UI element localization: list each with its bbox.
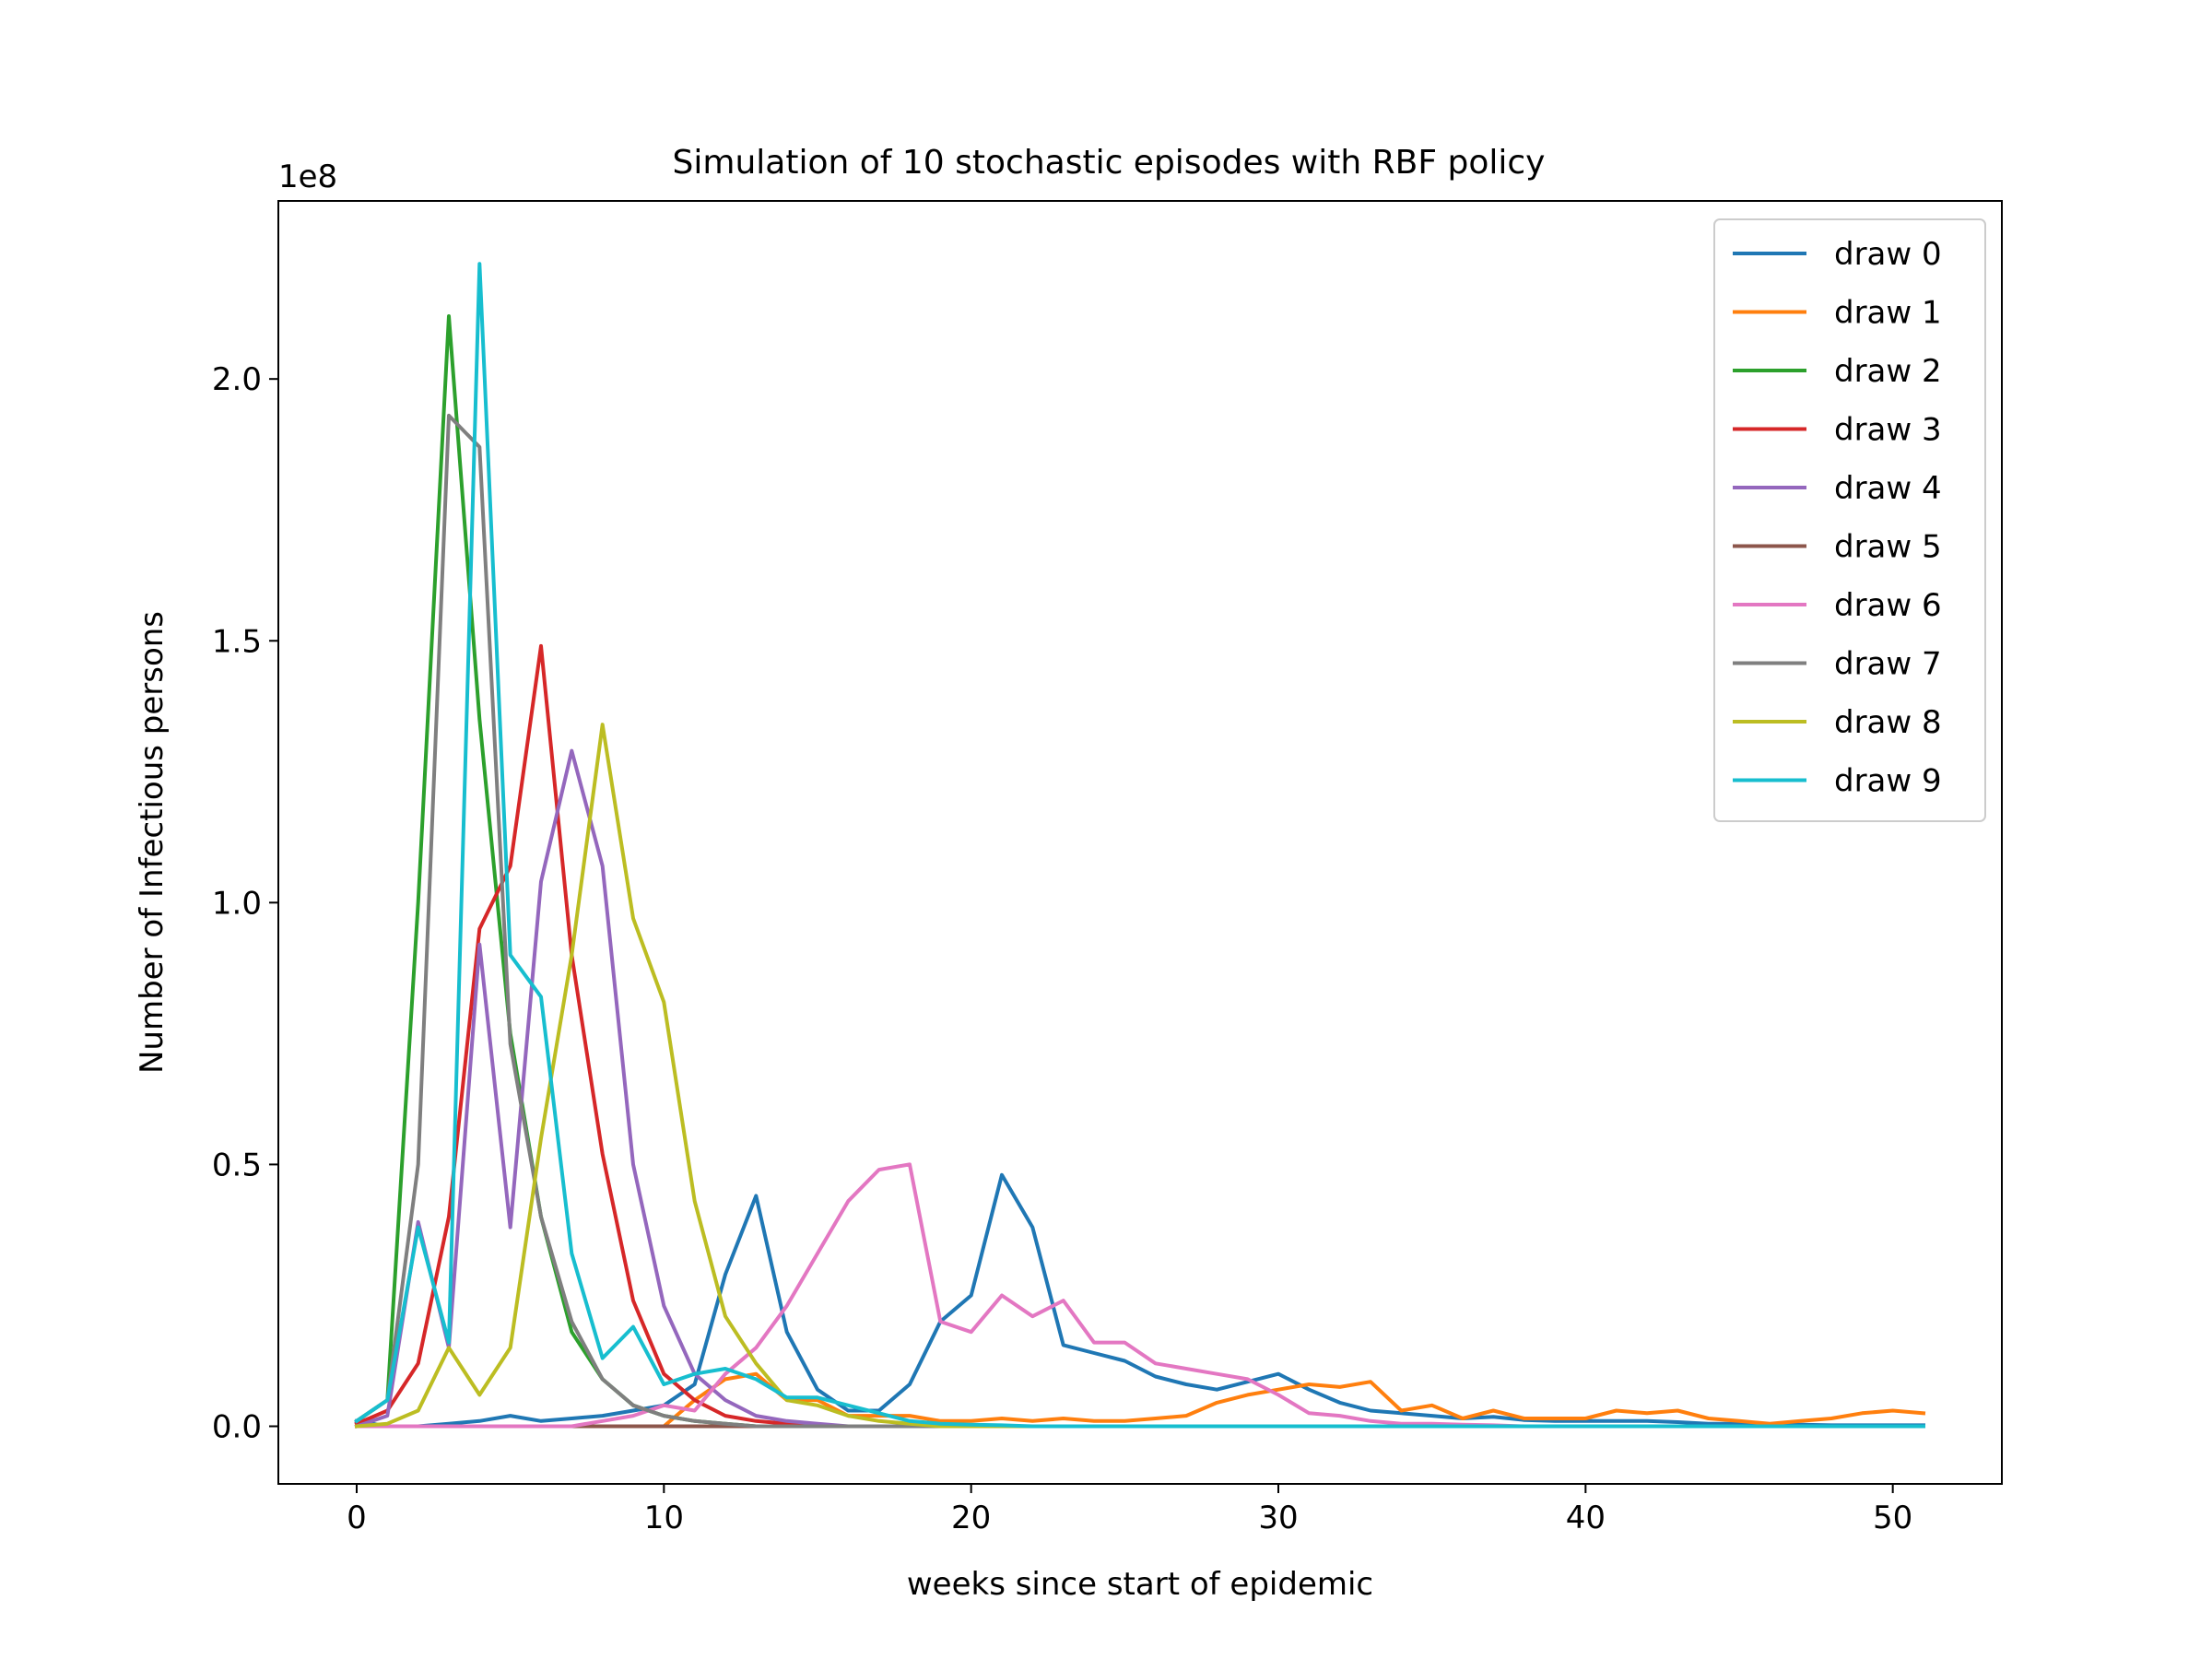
series-line-0 <box>354 1172 1925 1429</box>
legend-label-7: draw 7 <box>1834 646 1942 683</box>
legend-label-4: draw 4 <box>1834 470 1942 507</box>
x-axis: 0 10 20 30 40 50 <box>347 1484 1912 1536</box>
legend-label-9: draw 9 <box>1834 763 1942 800</box>
y-tick-label: 0.0 <box>212 1409 262 1446</box>
legend-label-0: draw 0 <box>1834 236 1942 273</box>
y-axis: 0.0 0.5 1.0 1.5 2.0 <box>212 361 278 1446</box>
plot-lines <box>354 262 1926 1430</box>
legend: draw 0 draw 1 draw 2 draw 3 draw 4 draw 5 draw… <box>1713 218 1986 822</box>
x-axis-label: weeks since start of epidemic <box>907 1566 1373 1603</box>
x-tick-label: 20 <box>951 1500 991 1536</box>
plot-frame <box>277 200 2003 1485</box>
legend-label-2: draw 2 <box>1834 353 1942 390</box>
legend-label-6: draw 6 <box>1834 587 1942 624</box>
y-tick-label: 1.0 <box>212 885 262 922</box>
legend-label-8: draw 8 <box>1834 704 1942 741</box>
legend-label-1: draw 1 <box>1834 295 1942 332</box>
x-tick-label: 50 <box>1873 1500 1912 1536</box>
y-tick-label: 1.5 <box>212 623 262 660</box>
y-tick-label: 0.5 <box>212 1147 262 1183</box>
legend-label-5: draw 5 <box>1834 529 1942 566</box>
y-offset-label: 1e8 <box>278 159 337 195</box>
x-tick-label: 0 <box>347 1500 367 1536</box>
y-tick-label: 2.0 <box>212 361 262 398</box>
x-tick-label: 40 <box>1566 1500 1606 1536</box>
y-axis-label: Number of Infectious persons <box>134 611 171 1074</box>
legend-label-3: draw 3 <box>1834 412 1942 449</box>
chart-title: Simulation of 10 stochastic episodes wit… <box>673 144 1546 182</box>
x-tick-label: 10 <box>644 1500 684 1536</box>
x-tick-label: 30 <box>1258 1500 1298 1536</box>
series-line-9 <box>354 262 1925 1429</box>
